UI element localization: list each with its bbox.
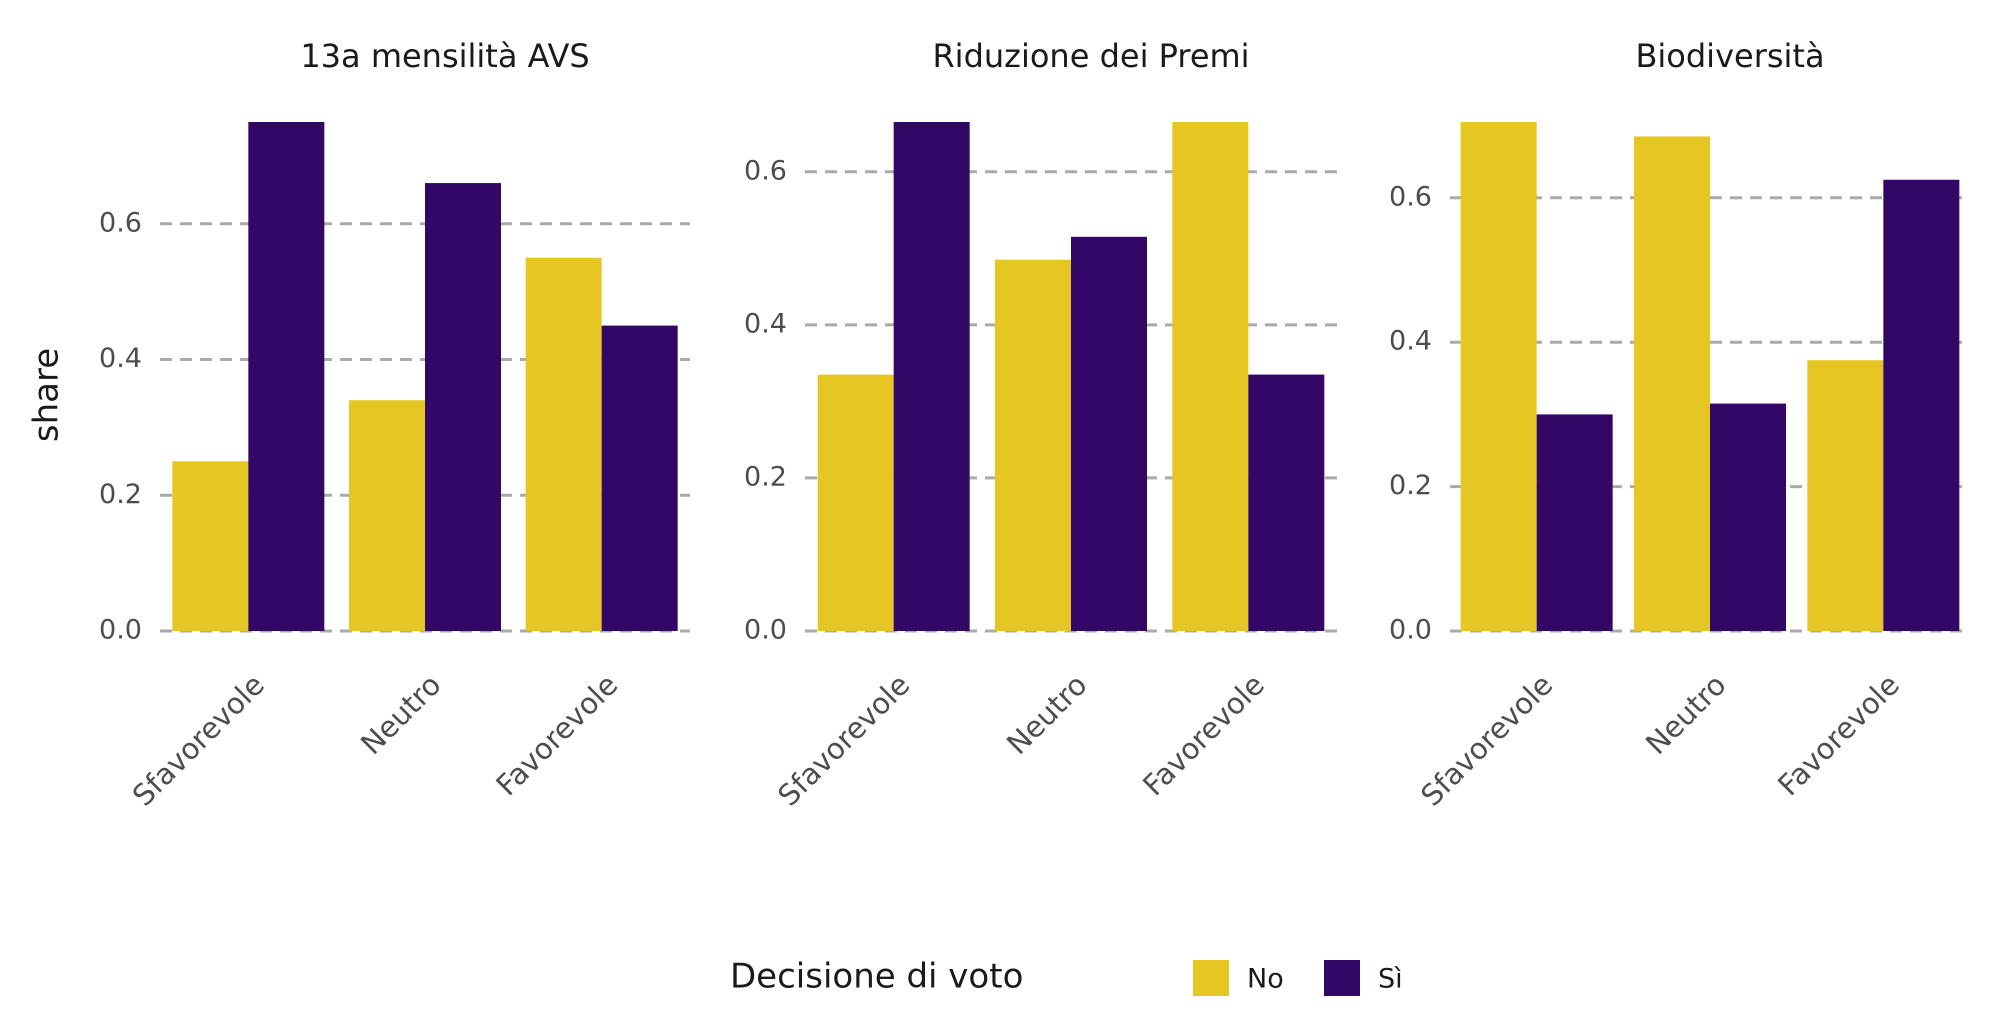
x-tick-label: Sfavorevole [126, 668, 271, 813]
legend-items: No Sì [1193, 960, 1403, 996]
bar-si [1248, 374, 1325, 631]
panel-title: 13a mensilità AVS [300, 37, 589, 75]
x-tick-label: Sfavorevole [771, 668, 916, 813]
x-tick-label: Neutro [1639, 668, 1733, 762]
y-tick-label: 0.2 [99, 479, 142, 510]
bar-no [1634, 136, 1710, 632]
y-tick-label: 0.6 [99, 207, 142, 238]
y-tick-label: 0.0 [99, 615, 142, 646]
y-tick-label: 0.4 [744, 308, 787, 339]
legend: Decisione di voto No Sì [730, 957, 1403, 997]
legend-swatch-no [1193, 960, 1229, 996]
x-tick-label: Favorevole [1771, 668, 1906, 803]
x-tick-label: Neutro [354, 668, 448, 762]
bar-si [601, 325, 678, 631]
bar-no [349, 400, 425, 631]
panel-1: 13a mensilità AVS 0.0 0.2 0.4 0.6 Sfavorevole… [99, 37, 690, 813]
bar-si [1536, 414, 1613, 631]
legend-label: No [1247, 964, 1284, 995]
panel-2: Riduzione dei Premi 0.0 0.2 0.4 0.6 Sfavorevo… [744, 37, 1337, 813]
x-tick-label: Favorevole [1136, 668, 1271, 803]
bar-si [425, 183, 501, 631]
bar-si [893, 122, 970, 631]
y-tick-label: 0.0 [1389, 615, 1432, 646]
bar-no [1172, 122, 1249, 631]
panel-3: Biodiversità 0.0 0.2 0.4 0.6 Sfavorevole Neutr… [1389, 37, 1970, 813]
x-tick-label: Sfavorevole [1414, 668, 1559, 813]
bar-no [525, 257, 602, 631]
bar-no [172, 461, 249, 631]
panel-title: Riduzione dei Premi [932, 37, 1249, 75]
bar-si [1883, 179, 1960, 632]
bar-no [1807, 360, 1884, 631]
y-tick-label: 0.4 [1389, 326, 1432, 357]
y-axis-title: share [27, 348, 67, 442]
bar-si [248, 122, 325, 631]
y-tick-label: 0.6 [744, 155, 787, 186]
legend-label: Sì [1378, 964, 1403, 995]
bar-si [1710, 403, 1786, 631]
bar-no [995, 259, 1071, 631]
panel-title: Biodiversità [1635, 37, 1824, 75]
y-tick-label: 0.6 [1389, 181, 1432, 212]
bar-no [1460, 122, 1537, 631]
legend-title: Decisione di voto [730, 957, 1023, 997]
panels: 13a mensilità AVS 0.0 0.2 0.4 0.6 Sfavorevole… [99, 37, 1970, 813]
x-tick-label: Favorevole [489, 668, 624, 803]
bar-si [1071, 236, 1147, 632]
legend-swatch-si [1324, 960, 1360, 996]
x-tick-label: Neutro [1000, 668, 1094, 762]
y-tick-label: 0.0 [744, 615, 787, 646]
bar-no [817, 374, 894, 631]
y-tick-label: 0.4 [99, 343, 142, 374]
y-tick-label: 0.2 [1389, 470, 1432, 501]
y-tick-label: 0.2 [744, 461, 787, 492]
